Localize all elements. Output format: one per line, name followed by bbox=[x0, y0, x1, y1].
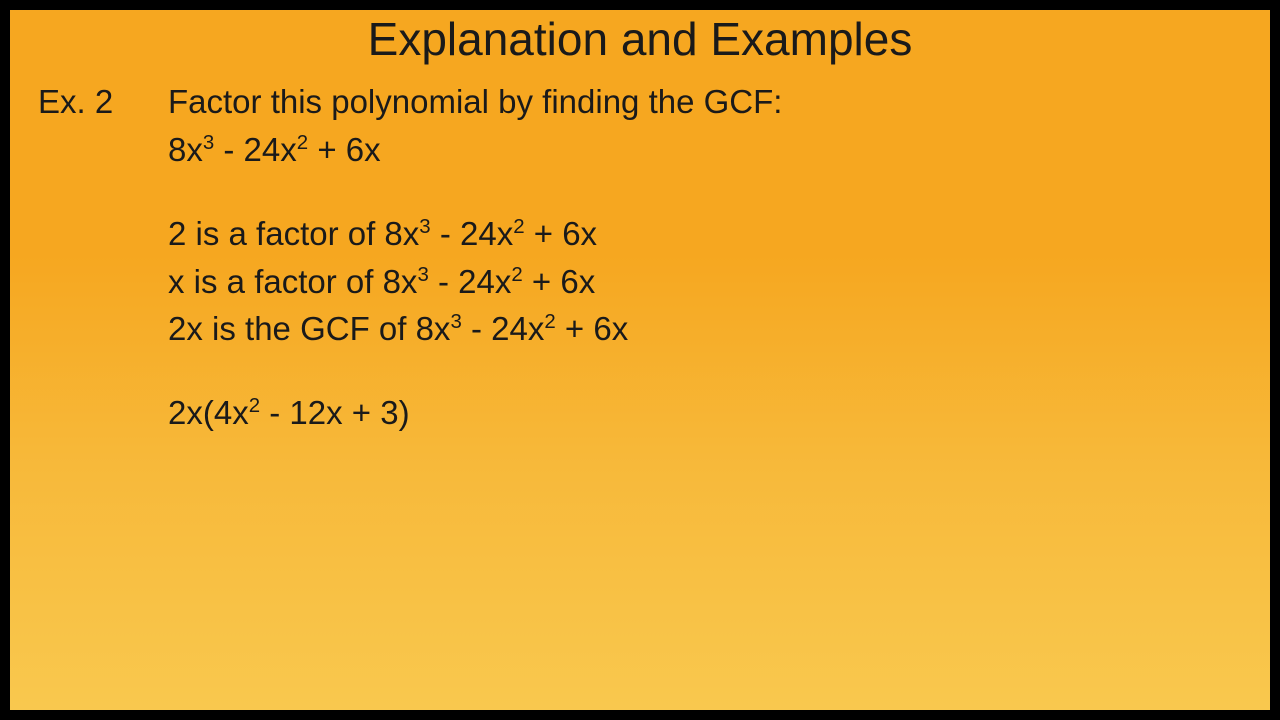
factor-block: 2 is a factor of 8x3 - 24x2 + 6x x is a … bbox=[168, 210, 1242, 354]
slide-title: Explanation and Examples bbox=[10, 10, 1270, 66]
l3-s2: 2 bbox=[544, 310, 555, 333]
l3-s1: 3 bbox=[450, 310, 461, 333]
factor-line-3: 2x is the GCF of 8x3 - 24x2 + 6x bbox=[168, 305, 1242, 353]
l2-pre: x is a factor of 8x bbox=[168, 263, 417, 300]
polynomial: 8x3 - 24x2 + 6x bbox=[168, 126, 1242, 174]
l2-s1: 3 bbox=[417, 263, 428, 286]
l2-mid: - 24x bbox=[429, 263, 512, 300]
answer-block: 2x(4x2 - 12x + 3) bbox=[168, 389, 1242, 437]
example-body: Factor this polynomial by finding the GC… bbox=[168, 78, 1242, 473]
l3-pre: 2x is the GCF of 8x bbox=[168, 310, 450, 347]
ans-pre: 2x(4x bbox=[168, 394, 249, 431]
slide-frame: Explanation and Examples Ex. 2 Factor th… bbox=[10, 10, 1270, 710]
slide-content: Ex. 2 Factor this polynomial by finding … bbox=[10, 66, 1270, 473]
answer-line: 2x(4x2 - 12x + 3) bbox=[168, 389, 1242, 437]
exp-2: 2 bbox=[297, 131, 308, 154]
l1-end: + 6x bbox=[525, 215, 597, 252]
prompt-block: Factor this polynomial by finding the GC… bbox=[168, 78, 1242, 174]
l2-s2: 2 bbox=[511, 263, 522, 286]
l1-mid: - 24x bbox=[431, 215, 514, 252]
l1-s2: 2 bbox=[513, 215, 524, 238]
l2-end: + 6x bbox=[523, 263, 595, 300]
term-1: 8x bbox=[168, 131, 203, 168]
ans-end: - 12x + 3) bbox=[260, 394, 409, 431]
exp-1: 3 bbox=[203, 131, 214, 154]
l3-end: + 6x bbox=[556, 310, 628, 347]
prompt-text: Factor this polynomial by finding the GC… bbox=[168, 78, 1242, 126]
l3-mid: - 24x bbox=[462, 310, 545, 347]
ans-s1: 2 bbox=[249, 394, 260, 417]
l1-pre: 2 is a factor of 8x bbox=[168, 215, 419, 252]
term-3: + 6x bbox=[308, 131, 380, 168]
term-2: - 24x bbox=[214, 131, 297, 168]
l1-s1: 3 bbox=[419, 215, 430, 238]
factor-line-2: x is a factor of 8x3 - 24x2 + 6x bbox=[168, 258, 1242, 306]
example-label: Ex. 2 bbox=[38, 78, 168, 473]
factor-line-1: 2 is a factor of 8x3 - 24x2 + 6x bbox=[168, 210, 1242, 258]
